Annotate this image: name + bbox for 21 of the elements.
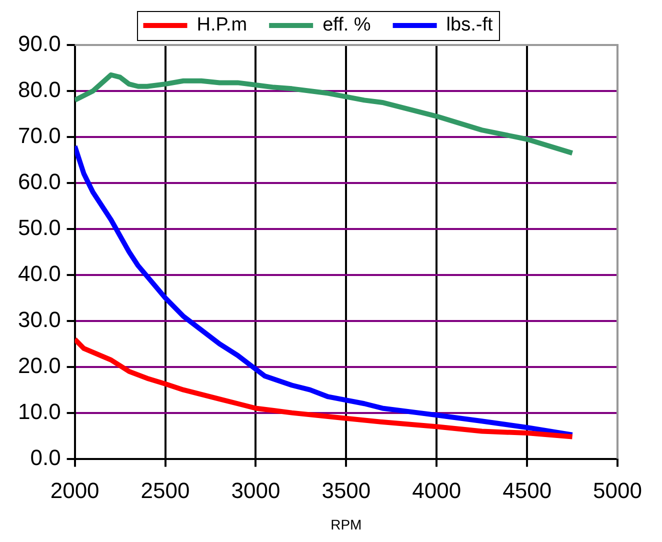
y-tick-label: 40.0 bbox=[18, 260, 61, 286]
legend-label: H.P.m bbox=[196, 14, 248, 36]
x-tick-label: 3000 bbox=[231, 478, 280, 504]
x-tick-label: 2500 bbox=[140, 478, 190, 504]
y-tick-label: 0.0 bbox=[30, 444, 61, 470]
y-tick-label: 50.0 bbox=[18, 214, 61, 240]
y-tick-label: 80.0 bbox=[18, 77, 61, 102]
legend-label: lbs.-ft bbox=[446, 14, 494, 36]
y-tick-label: 30.0 bbox=[18, 306, 61, 332]
legend-label: eff. % bbox=[322, 14, 371, 36]
y-tick-label: 60.0 bbox=[18, 168, 61, 194]
x-tick-label: 5000 bbox=[593, 478, 642, 504]
x-axis-title: RPM bbox=[330, 516, 362, 532]
y-tick-label: 20.0 bbox=[18, 352, 61, 378]
x-tick-label: 2000 bbox=[50, 478, 100, 504]
x-tick-label: 3500 bbox=[322, 478, 371, 504]
x-tick-label: 4500 bbox=[502, 478, 552, 504]
y-tick-label: 70.0 bbox=[18, 123, 61, 148]
y-tick-label: 90.0 bbox=[18, 31, 61, 56]
x-tick-label: 4000 bbox=[412, 478, 462, 504]
y-tick-label: 10.0 bbox=[18, 398, 61, 424]
